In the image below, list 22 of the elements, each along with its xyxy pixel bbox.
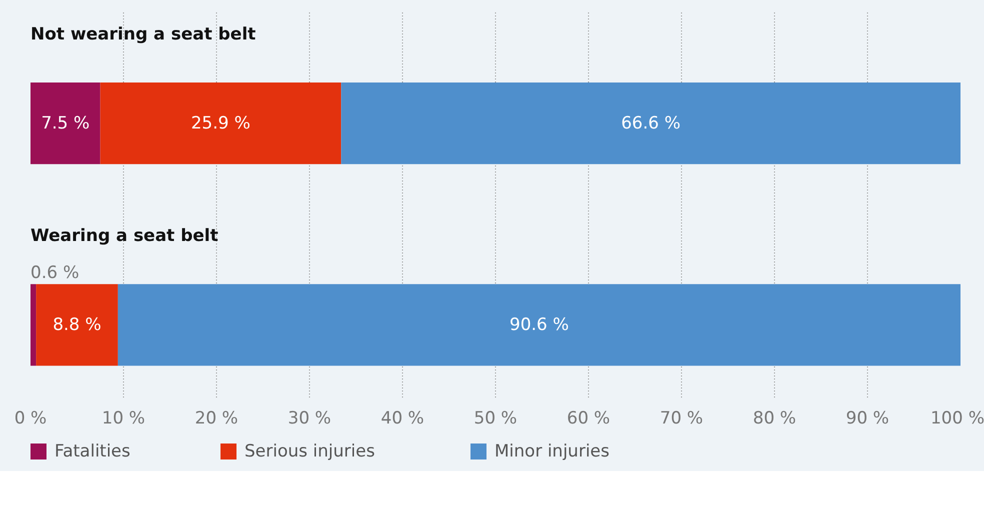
x-tick-label: 20 % [194,408,238,428]
x-tick-label: 30 % [288,408,332,428]
x-tick-label: 100 % [930,408,984,428]
legend-label: Serious injuries [244,442,376,462]
legend-label: Minor injuries [494,442,610,462]
y-tick-label: Wearing a seat belt [30,226,218,246]
x-tick-label: 70 % [660,408,704,428]
data-label: 66.6 % [621,113,681,134]
y-tick-label: Not wearing a seat belt [30,24,256,45]
x-tick-label: 10 % [102,408,146,428]
data-label: 8.8 % [52,314,102,335]
data-label: 7.5 % [41,113,90,134]
x-tick-label: 90 % [846,408,890,428]
data-label: 0.6 % [30,263,80,284]
x-tick-label: 80 % [752,408,796,428]
legend-label: Fatalities [54,442,131,462]
x-tick-label: 60 % [566,408,610,428]
x-tick-label: 50 % [474,408,518,428]
x-tick-label: 40 % [380,408,424,428]
x-tick-label: 0 % [14,408,47,428]
data-label: 25.9 % [190,113,250,134]
data-label: 90.6 % [510,314,569,335]
